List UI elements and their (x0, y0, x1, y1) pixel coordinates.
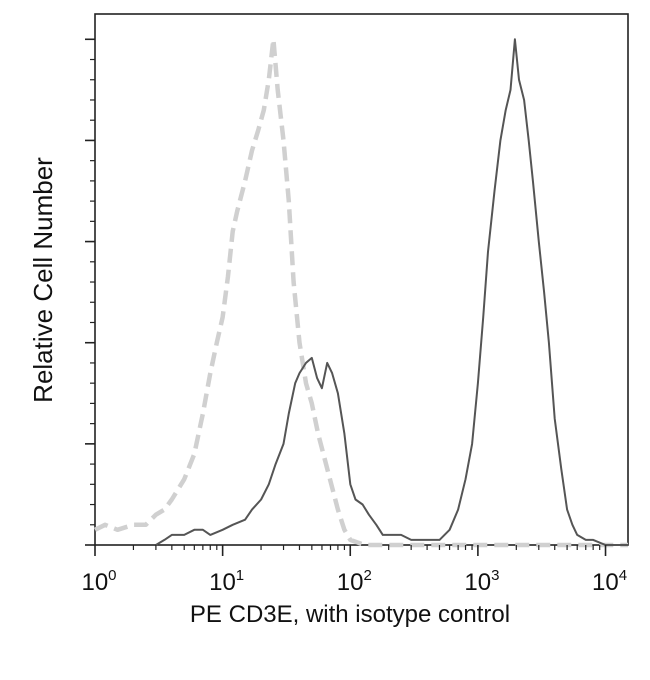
plot-area (94, 13, 629, 548)
x-tick-label: 100 (81, 567, 116, 596)
x-tick-label: 102 (337, 567, 372, 596)
x-tick-label: 103 (464, 567, 499, 596)
isotype-control-line (94, 37, 628, 548)
x-axis-ticks: 100 101 102 103 104 (81, 545, 627, 596)
y-axis-label: Relative Cell Number (28, 157, 58, 403)
cd3e-stained-line (155, 38, 628, 546)
x-tick-label: 104 (592, 567, 627, 596)
x-tick-label: 101 (209, 567, 244, 596)
x-axis-label: PE CD3E, with isotype control (190, 601, 510, 628)
plot-frame (94, 13, 629, 546)
y-axis-ticks (85, 38, 95, 546)
